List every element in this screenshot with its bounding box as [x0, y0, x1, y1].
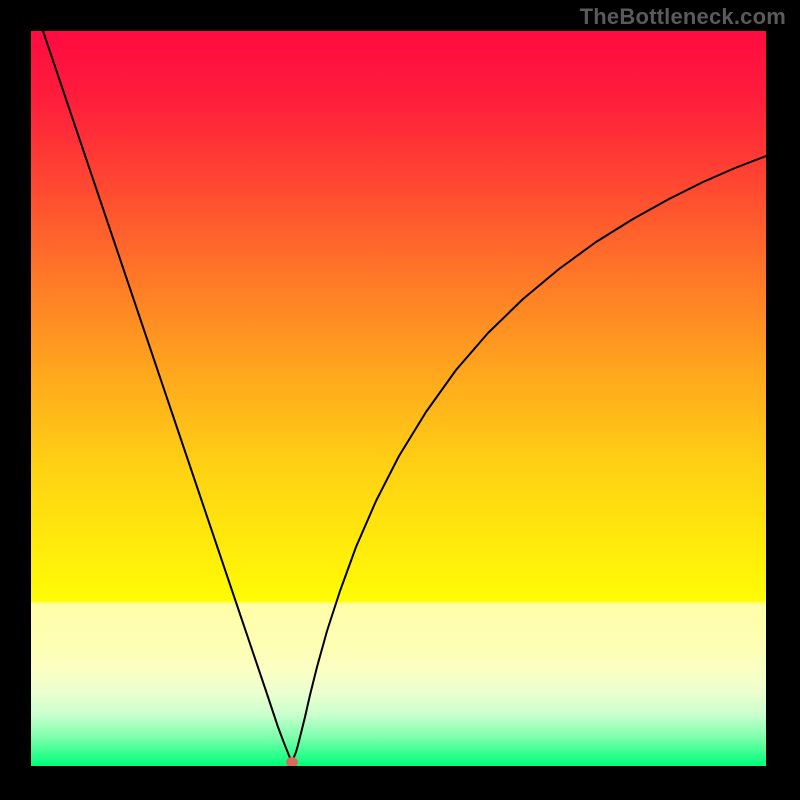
plot-svg — [31, 31, 766, 766]
chart-frame: TheBottleneck.com — [0, 0, 800, 800]
plot-area — [31, 31, 766, 766]
watermark-text: TheBottleneck.com — [580, 4, 786, 30]
gradient-background — [31, 31, 766, 766]
